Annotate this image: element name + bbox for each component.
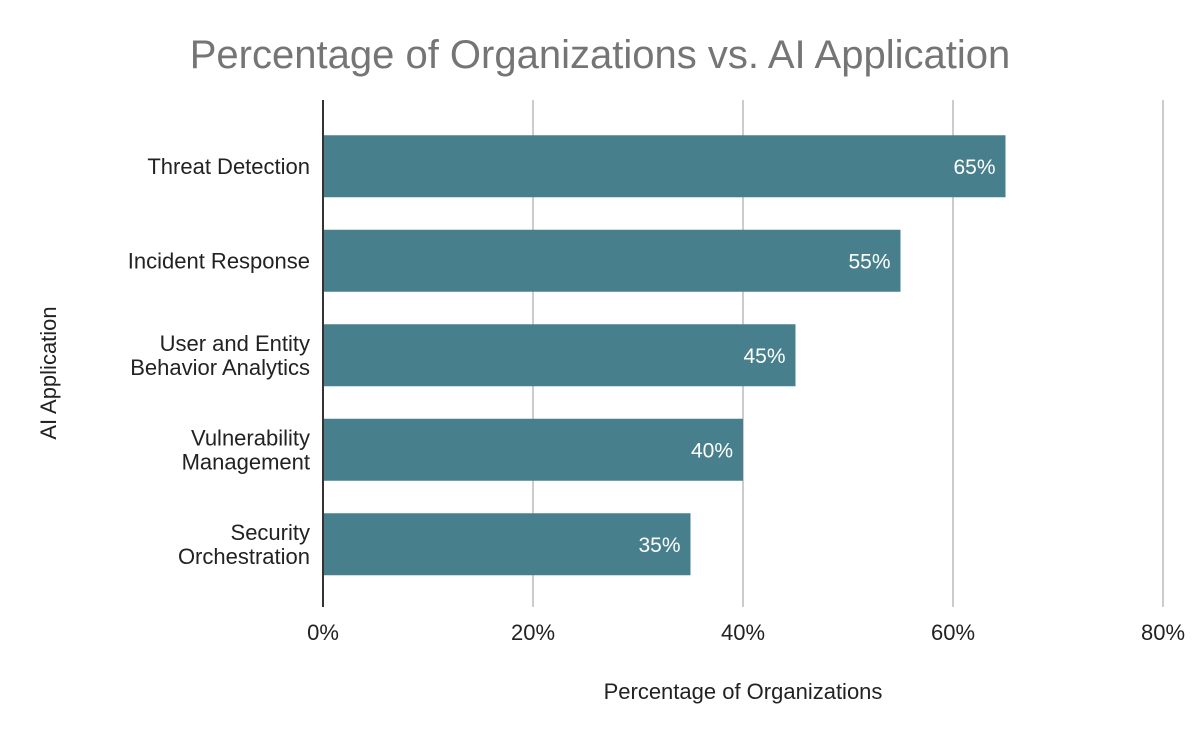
category-label: Threat Detection bbox=[147, 154, 310, 179]
data-label: 65% bbox=[953, 156, 995, 179]
x-tick-labels: 0% 20% 40% 60% 80% bbox=[307, 620, 1185, 645]
category-label: User and Entity bbox=[160, 331, 310, 356]
x-tick-label: 40% bbox=[721, 620, 765, 645]
data-label: 40% bbox=[691, 439, 733, 462]
x-tick-label: 0% bbox=[307, 620, 339, 645]
data-label: 45% bbox=[743, 345, 785, 368]
bar bbox=[323, 324, 796, 387]
category-label: Incident Response bbox=[128, 248, 310, 273]
category-labels: Threat Detection Incident Response User an… bbox=[128, 154, 310, 569]
category-label: Management bbox=[182, 449, 310, 474]
chart-title: Percentage of Organizations vs. AI Appli… bbox=[190, 33, 1011, 77]
category-label: Orchestration bbox=[178, 544, 310, 569]
bar bbox=[323, 135, 1006, 198]
bar bbox=[323, 418, 743, 481]
x-tick-label: 80% bbox=[1141, 620, 1185, 645]
bar bbox=[323, 229, 901, 292]
bars bbox=[323, 135, 1006, 576]
x-tick-label: 20% bbox=[511, 620, 555, 645]
data-labels: 65% 55% 45% 40% 35% bbox=[638, 156, 995, 557]
category-label: Security bbox=[231, 520, 310, 545]
category-label: Behavior Analytics bbox=[130, 355, 310, 380]
data-label: 55% bbox=[848, 250, 890, 273]
y-axis-title: AI Application bbox=[36, 306, 61, 439]
data-label: 35% bbox=[638, 534, 680, 557]
x-tick-label: 60% bbox=[931, 620, 975, 645]
category-label: Vulnerability bbox=[191, 425, 310, 450]
bar bbox=[323, 513, 691, 576]
x-axis-title: Percentage of Organizations bbox=[604, 679, 883, 704]
